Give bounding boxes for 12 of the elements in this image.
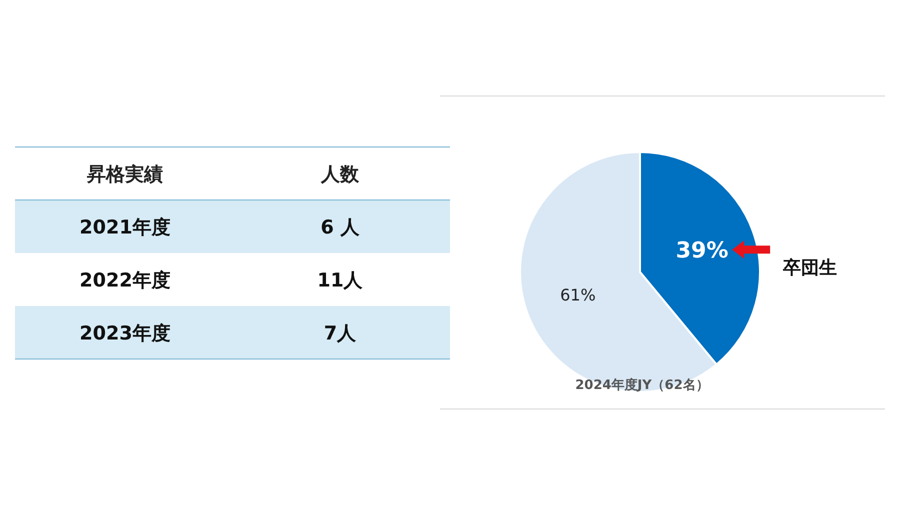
text: 人数 — [320, 164, 360, 186]
text: 2024年度JY（62名） — [575, 377, 709, 393]
data-label: 11人 — [317, 270, 364, 292]
data-label: 39% — [676, 238, 728, 264]
data-label: 6 人 — [320, 216, 360, 238]
data-label: 61% — [560, 285, 596, 304]
category-label: 2021年度 — [80, 216, 170, 238]
data-label: 7人 — [324, 322, 358, 344]
text: 昇格実績 — [86, 164, 163, 186]
category-label: 2022年度 — [80, 270, 170, 292]
slice-label: 卒団生 — [782, 258, 837, 279]
category-label: 2023年度 — [80, 322, 170, 344]
